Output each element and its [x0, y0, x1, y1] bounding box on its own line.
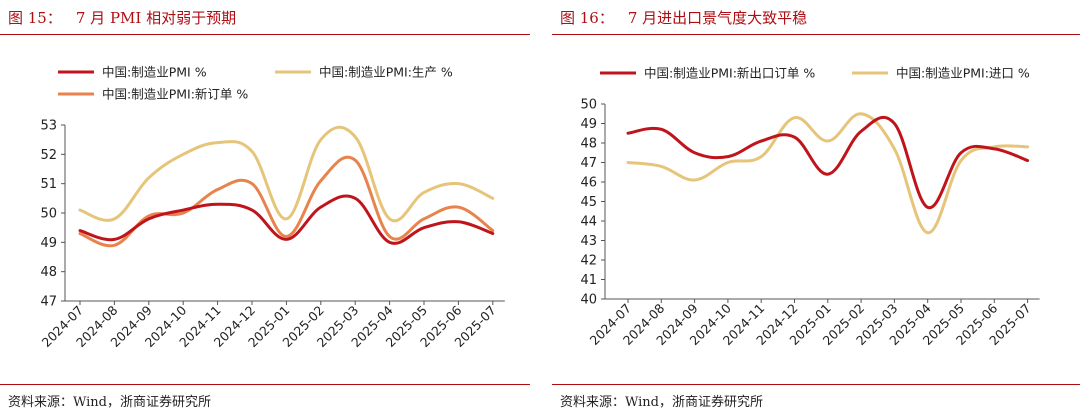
y-tick-label: 43 — [580, 234, 597, 249]
y-tick-label: 48 — [40, 265, 57, 280]
y-tick-label: 53 — [40, 119, 57, 134]
figure-number: 图 15： — [8, 9, 62, 27]
y-tick-label: 49 — [580, 117, 597, 132]
y-tick-label: 47 — [40, 295, 57, 310]
source-rule — [0, 384, 530, 385]
y-tick-label: 40 — [580, 293, 597, 308]
trade-pmi-line-chart: 40414243444546474849502024-072024-082024… — [580, 66, 1040, 348]
y-tick-label: 42 — [580, 254, 597, 269]
y-tick-label: 46 — [580, 176, 597, 191]
title-rule — [552, 34, 1080, 35]
y-tick-label: 47 — [580, 156, 597, 171]
y-tick-label: 48 — [580, 137, 597, 152]
y-tick-label: 50 — [580, 98, 597, 113]
source-note: 资料来源：Wind，浙商证券研究所 — [560, 395, 763, 410]
y-tick-label: 49 — [40, 236, 57, 251]
y-tick-label: 45 — [580, 195, 597, 210]
y-tick-label: 52 — [40, 148, 57, 163]
figure-title: 图 15： 7 月 PMI 相对弱于预期 — [8, 7, 236, 28]
title-rule — [0, 34, 530, 35]
series-line — [626, 112, 1030, 235]
figure-title-text: 7 月进出口景气度大致平稳 — [627, 9, 808, 27]
figure-number: 图 16： — [560, 9, 614, 27]
legend-label: 中国:制造业PMI:新订单 % — [102, 87, 248, 102]
figure-title: 图 16： 7 月进出口景气度大致平稳 — [560, 7, 807, 28]
y-tick-label: 44 — [580, 215, 597, 230]
pmi-line-chart: 474849505152532024-072024-082024-092024-… — [39, 65, 505, 350]
chart-panel-trade: 图 16： 7 月进出口景气度大致平稳 40 41 42 43 44 45 46 47 48 49 5… — [552, 0, 1080, 417]
series-line — [78, 125, 495, 223]
legend-label: 中国:制造业PMI % — [102, 65, 207, 80]
series-line — [78, 155, 495, 248]
series-line — [626, 116, 1030, 209]
series-line — [78, 194, 495, 245]
legend-label: 中国:制造业PMI:进口 % — [896, 66, 1030, 81]
figure-title-text: 7 月 PMI 相对弱于预期 — [75, 9, 237, 27]
source-note: 资料来源：Wind，浙商证券研究所 — [8, 395, 211, 410]
y-tick-label: 41 — [580, 273, 597, 288]
y-tick-label: 50 — [40, 207, 57, 222]
source-rule — [552, 384, 1080, 385]
legend-label: 中国:制造业PMI:新出口订单 % — [644, 66, 815, 81]
y-tick-label: 51 — [40, 177, 57, 192]
chart-panel-pmi: 图 15： 7 月 PMI 相对弱于预期 47 48 49 50 51 52 53 2024-0… — [0, 0, 530, 417]
legend-label: 中国:制造业PMI:生产 % — [319, 65, 453, 80]
